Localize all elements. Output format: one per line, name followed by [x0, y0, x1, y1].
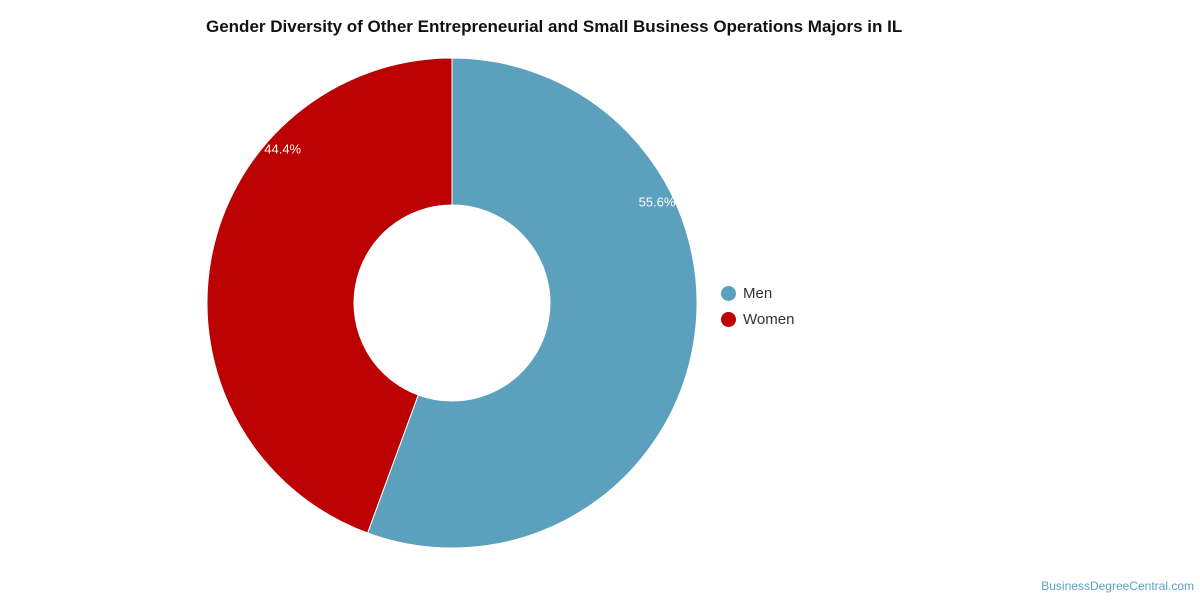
legend-label-men: Men [743, 284, 773, 302]
data-labels-group: 55.6% 44.4% [264, 142, 676, 210]
slices-group [206, 57, 698, 549]
legend-item-men[interactable]: Men [721, 280, 794, 306]
data-label-men: 55.6% [639, 195, 676, 210]
legend-item-women[interactable]: Women [721, 306, 794, 332]
slice-women[interactable] [206, 57, 453, 534]
data-label-women: 44.4% [264, 142, 301, 157]
chart-title: Gender Diversity of Other Entrepreneuria… [206, 17, 903, 36]
legend-swatch-women [721, 311, 736, 327]
slice-men[interactable] [366, 57, 698, 549]
watermark[interactable]: BusinessDegreeCentral.com [1041, 579, 1194, 593]
legend: Men Women [721, 280, 794, 332]
legend-label-women: Women [743, 310, 795, 328]
legend-swatch-men [721, 285, 736, 301]
